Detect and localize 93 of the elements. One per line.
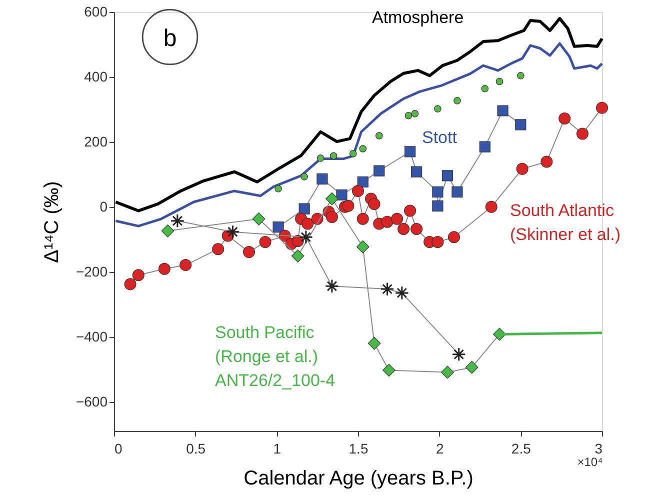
series-label: South Atlantic (Skinner et al.) bbox=[510, 201, 621, 244]
point bbox=[302, 218, 314, 230]
point bbox=[291, 250, 304, 262]
y-tick-label: 200 bbox=[84, 133, 108, 150]
point bbox=[380, 282, 394, 296]
point bbox=[404, 112, 412, 120]
point bbox=[124, 278, 136, 290]
x-tick-label: 1.5 bbox=[348, 440, 368, 456]
point bbox=[252, 212, 266, 226]
point bbox=[357, 176, 368, 188]
point bbox=[496, 78, 504, 86]
point bbox=[374, 165, 385, 176]
point bbox=[324, 279, 340, 294]
point bbox=[161, 224, 174, 238]
point bbox=[454, 97, 461, 104]
point bbox=[170, 214, 185, 228]
point bbox=[576, 128, 588, 140]
point bbox=[368, 336, 381, 350]
y-tick-label: 600 bbox=[84, 4, 108, 20]
point bbox=[375, 132, 383, 140]
y-tick-label: 0 bbox=[100, 198, 108, 214]
point bbox=[516, 162, 528, 175]
point bbox=[434, 105, 442, 112]
point bbox=[316, 173, 328, 184]
annotation: b bbox=[163, 25, 177, 52]
point bbox=[432, 236, 444, 248]
point bbox=[515, 119, 526, 130]
point bbox=[391, 212, 404, 225]
text: ×10⁴ bbox=[577, 455, 603, 469]
text: South Pacific (Ronge et al.) ANT26/2_100-4 bbox=[215, 323, 336, 390]
point bbox=[352, 184, 364, 197]
point bbox=[465, 360, 478, 374]
point bbox=[452, 186, 463, 198]
point bbox=[404, 146, 416, 158]
point bbox=[394, 286, 409, 300]
point bbox=[398, 222, 410, 235]
point bbox=[517, 72, 524, 80]
point bbox=[381, 216, 394, 228]
point bbox=[158, 262, 170, 275]
point bbox=[330, 152, 338, 160]
x-tick-label: 2.5 bbox=[511, 440, 532, 456]
point bbox=[479, 141, 490, 152]
point bbox=[316, 154, 324, 162]
point bbox=[558, 112, 571, 125]
point bbox=[382, 364, 396, 377]
point bbox=[342, 200, 354, 212]
point bbox=[441, 366, 454, 379]
point bbox=[432, 200, 444, 212]
point bbox=[259, 236, 272, 248]
x-tick-label: 2 bbox=[436, 440, 444, 456]
point bbox=[596, 102, 608, 114]
point bbox=[410, 222, 423, 235]
point bbox=[132, 269, 144, 282]
point bbox=[481, 85, 489, 92]
point bbox=[300, 173, 308, 180]
x-tick-label: 1 bbox=[273, 440, 282, 456]
point bbox=[540, 156, 553, 168]
point bbox=[298, 203, 310, 214]
point bbox=[326, 192, 338, 206]
point bbox=[452, 347, 466, 362]
series-label: Stott bbox=[422, 128, 458, 147]
point bbox=[356, 240, 370, 254]
point bbox=[180, 259, 192, 272]
point bbox=[359, 145, 367, 152]
point bbox=[356, 212, 369, 225]
x-tick-label: 3 bbox=[594, 440, 603, 456]
point bbox=[274, 185, 282, 192]
y-axis-title: Δ¹⁴C (‰) bbox=[40, 181, 63, 263]
point bbox=[404, 204, 416, 217]
point bbox=[226, 224, 240, 239]
point bbox=[368, 198, 380, 210]
point bbox=[485, 200, 498, 213]
x-tick-label: 0 bbox=[114, 440, 122, 456]
point bbox=[272, 221, 284, 233]
point bbox=[411, 110, 419, 118]
y-tick-label: −600 bbox=[76, 393, 108, 410]
x-tick-label: 0.5 bbox=[186, 440, 206, 456]
point bbox=[298, 230, 314, 244]
point bbox=[442, 170, 454, 182]
y-tick-label: 400 bbox=[84, 68, 108, 84]
point bbox=[448, 231, 460, 244]
point bbox=[411, 166, 422, 178]
x-axis-title: Calendar Age (years B.P.) bbox=[244, 468, 474, 490]
point bbox=[432, 186, 444, 198]
point bbox=[497, 105, 508, 116]
point bbox=[326, 210, 338, 223]
point bbox=[243, 246, 256, 258]
series-label: Atmosphere bbox=[372, 8, 464, 27]
y-tick-label: −400 bbox=[76, 328, 108, 344]
point bbox=[349, 150, 357, 158]
point bbox=[212, 243, 224, 256]
point bbox=[336, 189, 348, 200]
y-tick-label: −200 bbox=[76, 263, 108, 280]
